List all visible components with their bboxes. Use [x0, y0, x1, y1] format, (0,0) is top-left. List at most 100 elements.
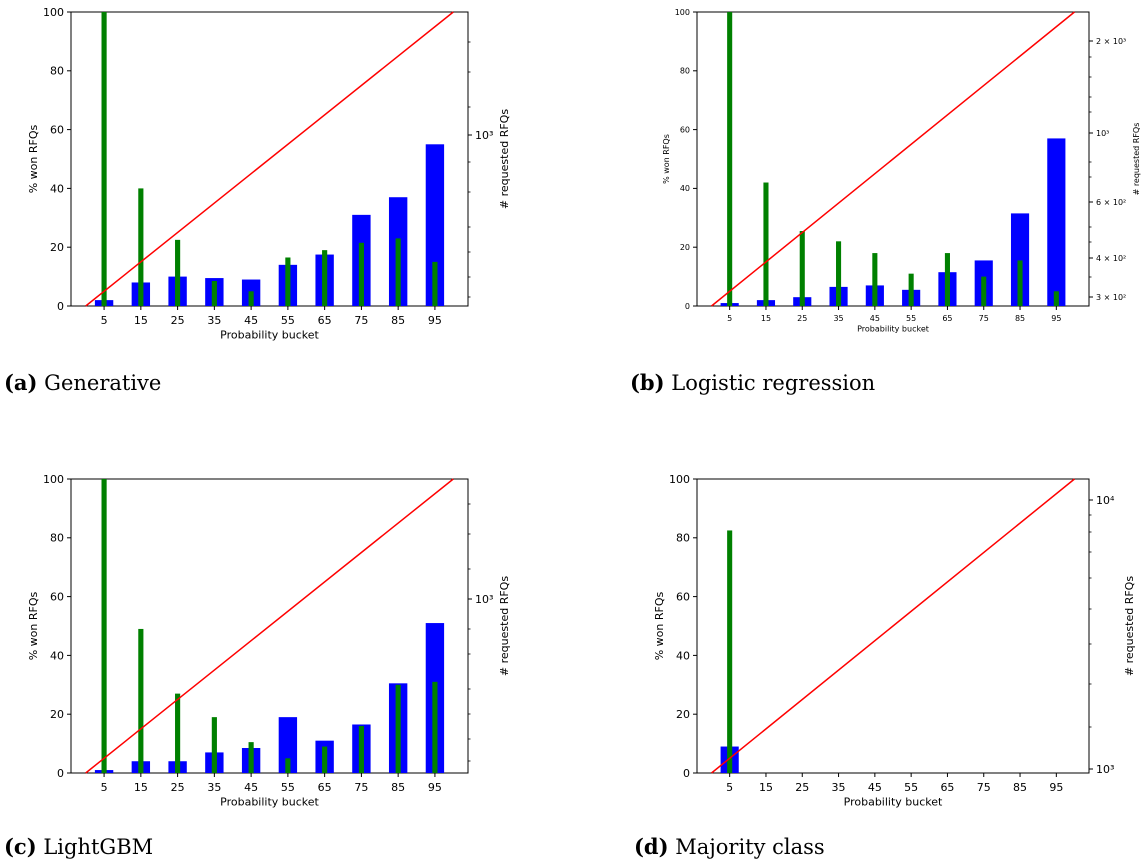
caption-c-tag: (c): [4, 834, 37, 859]
ytick-label-a-80: 80: [50, 65, 64, 78]
xtick-label-c-75: 75: [354, 781, 368, 794]
xtick-label-d-75: 75: [977, 781, 991, 794]
bar-green-d-5: [727, 530, 733, 773]
plot-frame-d: [696, 478, 1090, 774]
bar-blue-c-55: [278, 717, 298, 773]
chart-b-svg: 0 20 40 60 80 100 5 15 25 35 45 55 65 75 85 95 2 × 10³ 10…: [662, 8, 1141, 334]
calibration-line-a: [85, 11, 454, 307]
y2tick-label-d-0: 10⁴: [1096, 494, 1115, 507]
calibration-line-b: [711, 11, 1075, 307]
xlabel-d: Probability bucket: [844, 795, 943, 808]
xtick-label-a-55: 55: [281, 314, 295, 327]
caption-d-text: Majority class: [675, 835, 825, 859]
ytick-label-d-20: 20: [676, 708, 690, 721]
ylabel-d: % won RFQs: [653, 591, 666, 660]
xtick-label-a-65: 65: [318, 314, 332, 327]
xtick-label-a-85: 85: [391, 314, 405, 327]
ytick-label-c-20: 20: [50, 708, 64, 721]
chart-panel-c: 0 20 40 60 80 100 5 15 25 35 45 55 65 75 85 95 10³ Probab…: [0, 470, 571, 810]
bar-green-c-5: [101, 479, 107, 773]
ytick-label-d-60: 60: [676, 590, 690, 603]
bar-green-c-25: [175, 693, 181, 773]
caption-d: (d) Majority class: [634, 834, 825, 859]
xtick-label-d-25: 25: [795, 781, 809, 794]
xtick-label-d-95: 95: [1049, 781, 1063, 794]
caption-a-text: Generative: [44, 371, 162, 395]
xtick-label-d-85: 85: [1013, 781, 1027, 794]
chart-panel-b: 0 20 40 60 80 100 5 15 25 35 45 55 65 75 85 95 2 × 10³ 10…: [571, 0, 1143, 340]
y2tick-label-b-3: 4 × 10²: [1096, 254, 1126, 263]
bar-green-a-95: [432, 261, 438, 306]
bar-green-b-15: [763, 182, 769, 306]
y2tick-label-b-4: 3 × 10²: [1096, 293, 1126, 302]
bar-green-c-15: [138, 628, 144, 773]
ytick-label-d-0: 0: [683, 767, 690, 780]
ytick-label-d-40: 40: [676, 649, 690, 662]
bar-blue-b-95: [1047, 138, 1066, 306]
bar-green-c-65: [322, 746, 328, 773]
y2tick-label-b-0: 2 × 10³: [1096, 37, 1126, 46]
bar-green-b-45: [872, 253, 878, 306]
bar-green-a-15: [138, 188, 144, 306]
caption-a-tag: (a): [4, 370, 38, 395]
plot-frame-a: [70, 11, 469, 307]
ytick-label-c-0: 0: [57, 767, 64, 780]
caption-c: (c) LightGBM: [4, 834, 153, 859]
xtick-label-b-65: 65: [942, 314, 952, 323]
ytick-label-a-40: 40: [50, 182, 64, 195]
bar-green-a-45: [248, 291, 254, 306]
ytick-label-a-100: 100: [43, 6, 64, 19]
bar-green-b-75: [981, 276, 987, 306]
bar-green-c-45: [248, 742, 254, 773]
ylabel-b: % won RFQs: [662, 134, 671, 184]
bar-green-a-55: [285, 257, 291, 306]
xtick-label-a-25: 25: [171, 314, 185, 327]
bar-green-b-85: [1017, 260, 1023, 306]
bar-green-a-25: [175, 239, 181, 306]
y2tick-label-b-1: 10³: [1096, 129, 1109, 138]
ytick-label-a-60: 60: [50, 123, 64, 136]
ytick-label-c-60: 60: [50, 590, 64, 603]
y2tick-label-d-1: 10³: [1096, 763, 1114, 776]
xtick-label-a-15: 15: [134, 314, 148, 327]
xtick-label-d-5: 5: [726, 781, 733, 794]
ytick-label-c-100: 100: [43, 473, 64, 486]
caption-b: (b) Logistic regression: [630, 370, 875, 395]
calibration-line-d: [711, 478, 1075, 774]
ytick-label-d-100: 100: [669, 473, 690, 486]
xtick-label-a-35: 35: [207, 314, 221, 327]
xtick-label-b-95: 95: [1051, 314, 1061, 323]
xtick-label-c-25: 25: [171, 781, 185, 794]
xtick-label-b-85: 85: [1015, 314, 1025, 323]
caption-b-tag: (b): [630, 370, 665, 395]
chart-c-svg: 0 20 40 60 80 100 5 15 25 35 45 55 65 75 85 95 10³ Probab…: [27, 473, 511, 808]
bar-green-a-5: [101, 12, 107, 306]
xtick-label-a-45: 45: [244, 314, 258, 327]
bar-green-c-95: [432, 681, 438, 773]
chart-panel-a: 0 20 40 60 80 100 5 15 25 35 45 55 65 75 85 95 10³ Probab…: [0, 0, 571, 341]
xtick-label-c-45: 45: [244, 781, 258, 794]
ytick-label-c-40: 40: [50, 649, 64, 662]
caption-b-text: Logistic regression: [671, 371, 876, 395]
xtick-label-b-45: 45: [870, 314, 880, 323]
ytick-label-b-40: 40: [680, 184, 690, 193]
ytick-label-a-0: 0: [57, 300, 64, 313]
xtick-label-a-75: 75: [354, 314, 368, 327]
bar-blue-b-85: [1010, 213, 1030, 306]
bar-green-b-55: [908, 273, 914, 306]
xtick-label-d-55: 55: [904, 781, 918, 794]
ylabel-a: % won RFQs: [27, 124, 40, 193]
xtick-label-a-5: 5: [101, 314, 108, 327]
ytick-label-b-100: 100: [675, 8, 690, 17]
bar-green-a-65: [322, 250, 328, 306]
xtick-label-b-25: 25: [797, 314, 807, 323]
xlabel-a: Probability bucket: [220, 328, 319, 341]
bar-green-b-25: [799, 231, 805, 306]
bar-blue-a-95: [425, 144, 445, 306]
ylabel-c: % won RFQs: [27, 591, 40, 660]
xtick-label-d-35: 35: [832, 781, 846, 794]
ytick-label-d-80: 80: [676, 532, 690, 545]
bar-green-c-75: [358, 725, 364, 773]
bar-green-a-35: [211, 281, 217, 306]
y2label-d: # requested RFQs: [1123, 576, 1136, 676]
